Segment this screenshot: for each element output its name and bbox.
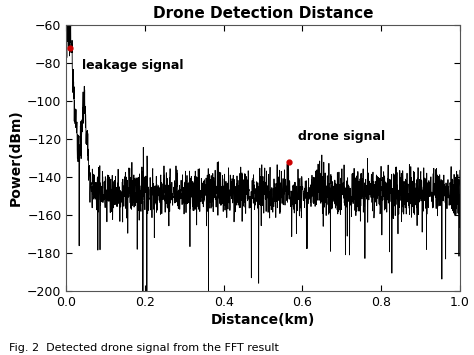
X-axis label: Distance(km): Distance(km) (211, 313, 315, 327)
Text: leakage signal: leakage signal (82, 59, 183, 72)
Text: Fig. 2  Detected drone signal from the FFT result: Fig. 2 Detected drone signal from the FF… (9, 343, 279, 353)
Title: Drone Detection Distance: Drone Detection Distance (153, 6, 374, 21)
Text: drone signal: drone signal (299, 130, 386, 143)
Y-axis label: Power(dBm): Power(dBm) (9, 110, 23, 206)
